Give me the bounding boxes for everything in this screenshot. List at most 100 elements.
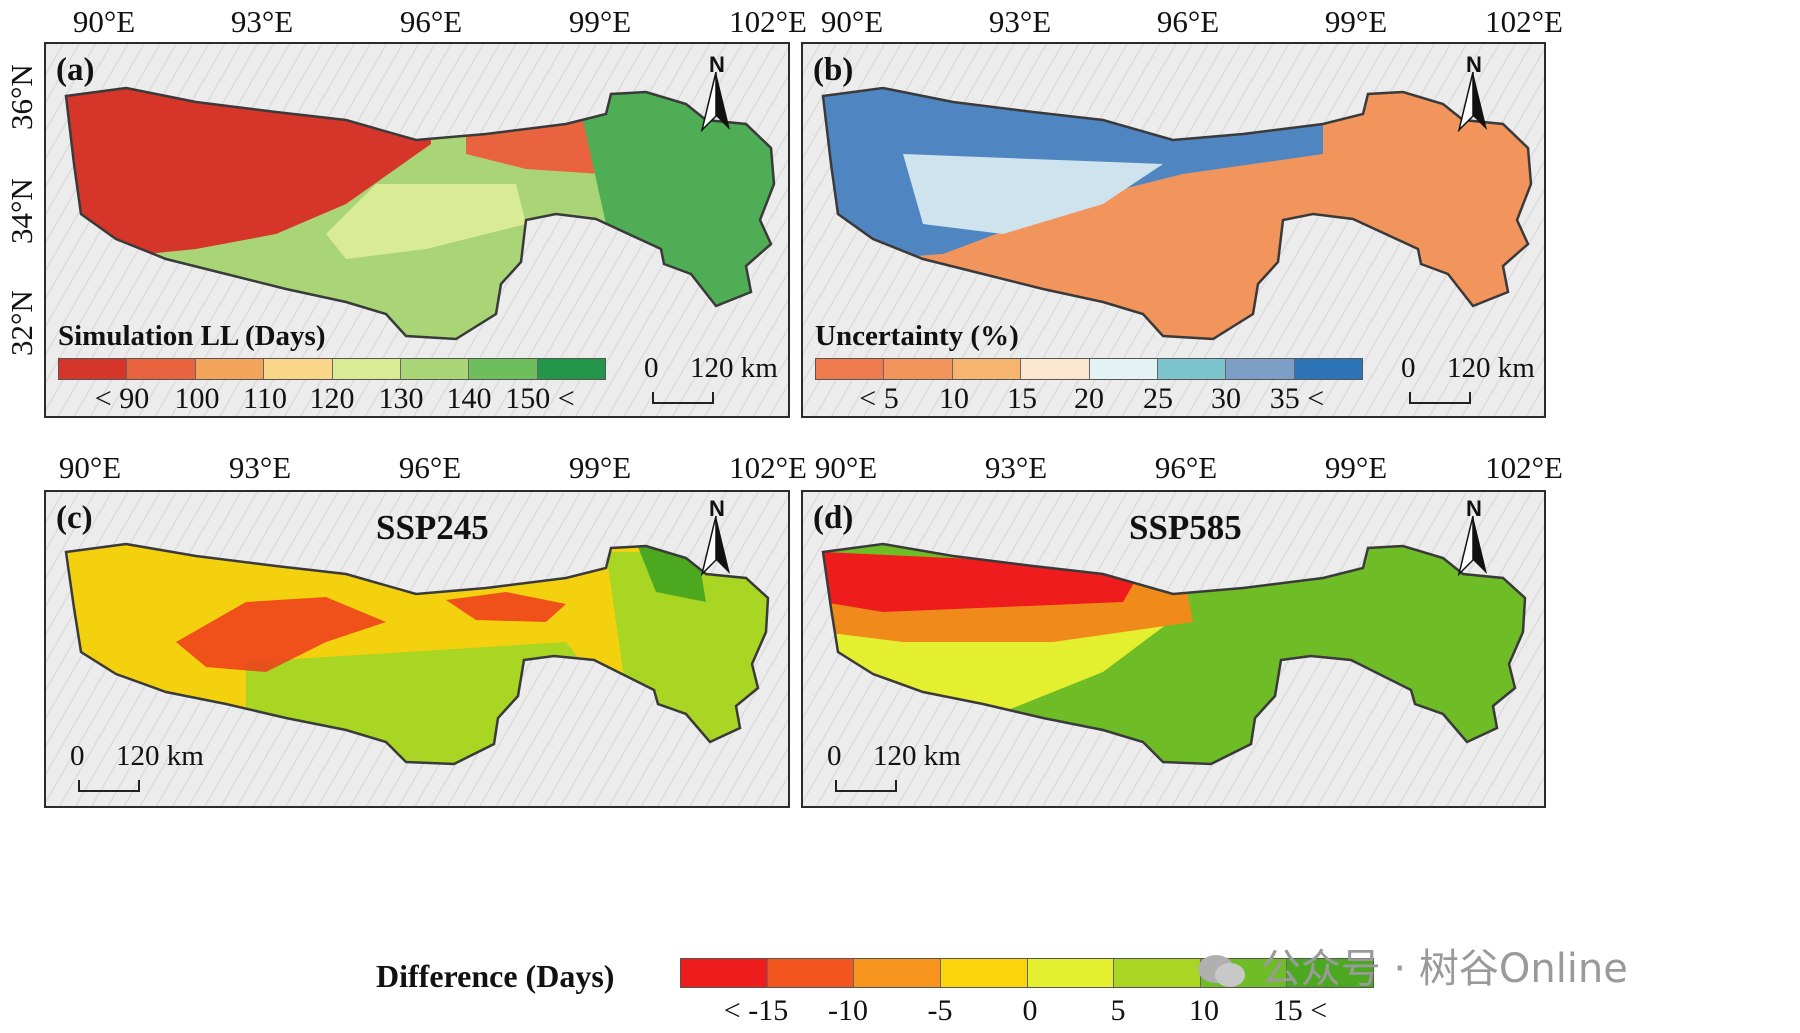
diff-lbl-5: 5 [1110,994,1126,1027]
legend-a-swatch-1 [59,359,128,379]
lon-tick-93: 93°E [228,450,292,485]
scale-b-dist: 120 km [1447,352,1535,384]
lon-tick-90: 90°E [814,450,878,485]
legend-b-lbl-7: 35 < [1269,382,1325,415]
diff-swatch-5 [1027,959,1115,987]
diff-lbl-4: 0 [1022,994,1038,1027]
diff-lbl-6: 10 [1189,994,1219,1027]
scale-b-bar [1409,392,1471,404]
scale-a-bar [652,392,714,404]
lon-tick-99: 99°E [1324,4,1388,39]
legend-b-lbl-4: 20 [1074,382,1104,415]
legend-a-swatch-6 [400,359,470,379]
legend-a-lbl-4: 120 [309,382,355,415]
north-arrow-icon [700,516,730,576]
legend-b-swatch-3 [952,359,1022,379]
lon-tick-90: 90°E [58,450,122,485]
legend-a-lbl-2: 100 [174,382,220,415]
panel-d-map: (d) SSP585 N 0 120 km [801,490,1546,808]
panel-d-terrain [803,492,1544,806]
north-arrow-a: N [696,52,736,132]
scale-c-zero: 0 [70,740,85,772]
panel-c-map: (c) SSP245 N 0 120 km [44,490,790,808]
region-c-green-south [246,642,606,764]
lat-tick-36: 36°N [4,64,39,130]
legend-b-swatch-2 [884,359,953,379]
legend-a-swatch-8 [537,359,605,379]
north-arrow-c: N [696,496,736,576]
diff-swatch-8 [1287,959,1373,987]
scale-c-dist: 120 km [116,740,204,772]
legend-a-lbl-5: 130 [378,382,424,415]
panel-a-label: (a) [56,52,95,88]
region-a-light [326,184,526,259]
lon-tick-90: 90°E [72,4,136,39]
panel-c-label: (c) [56,500,93,536]
legend-a-swatch-4 [264,359,333,379]
north-label-c: N [709,496,725,521]
legend-a-lbl-7: 150 < [505,382,575,415]
north-arrow-icon [1457,72,1487,132]
panel-d-title: SSP585 [1129,508,1242,547]
panel-a-terrain [46,44,788,416]
north-arrow-icon [1457,516,1487,576]
watermark-text: 公众号 · 树谷Online [1260,946,1628,992]
diff-swatch-3 [854,959,941,987]
lon-tick-96: 96°E [398,450,462,485]
legend-a-swatch-7 [469,359,538,379]
scale-a-dist: 120 km [690,352,778,384]
legend-b-lbl-6: 30 [1211,382,1241,415]
lon-tick-99: 99°E [568,4,632,39]
region-b-mix [903,154,1163,234]
lon-tick-96: 96°E [399,4,463,39]
lon-tick-90: 90°E [820,4,884,39]
lon-tick-102: 102°E [1485,4,1563,39]
watermark: 公众号 · 树谷Online [1196,936,1628,994]
legend-b-swatch-4 [1021,359,1090,379]
legend-b-swatch-1 [816,359,885,379]
lon-tick-102: 102°E [1485,450,1563,485]
diff-lbl-3: -5 [927,994,953,1027]
legend-a-bar [58,358,606,380]
region-c-red-1 [176,597,386,672]
region-c-red-2 [446,592,566,622]
north-arrow-d: N [1453,496,1493,576]
legend-a-swatch-2 [127,359,196,379]
legend-a-lbl-6: 140 [446,382,492,415]
lon-tick-96: 96°E [1156,4,1220,39]
legend-b-title: Uncertainty (%) [815,320,1019,352]
diff-swatch-1 [681,959,768,987]
diff-lbl-1: < -15 [723,994,789,1027]
diff-swatch-6 [1114,959,1201,987]
legend-a-title: Simulation LL (Days) [58,320,326,352]
scale-b-zero: 0 [1401,352,1416,384]
legend-a-lbl-1: < 90 [94,382,150,415]
panel-b-terrain [803,44,1544,416]
diff-swatch-2 [767,959,855,987]
north-arrow-b: N [1453,52,1493,132]
lon-tick-102: 102°E [729,450,807,485]
scale-d-bar [835,780,897,792]
north-arrow-icon [700,72,730,132]
panel-b-label: (b) [813,52,854,88]
scale-a-zero: 0 [644,352,659,384]
lon-tick-102: 102°E [729,4,807,39]
north-label-d: N [1466,496,1482,521]
legend-a-swatch-5 [332,359,401,379]
scale-d-dist: 120 km [873,740,961,772]
lat-tick-32: 32°N [4,290,39,356]
diff-lbl-7: 15 < [1272,994,1328,1027]
scale-d-zero: 0 [827,740,842,772]
legend-b-lbl-1: < 5 [859,382,899,415]
legend-b-lbl-3: 15 [1007,382,1037,415]
panel-a-map: (a) N Simulation LL (Days) < 90 100 110 … [44,42,790,418]
legend-a-swatch-3 [195,359,265,379]
panel-d-label: (d) [813,500,854,536]
legend-b-swatch-5 [1089,359,1158,379]
lon-tick-99: 99°E [1324,450,1388,485]
wechat-icon [1196,951,1248,991]
diff-swatch-4 [940,959,1028,987]
lat-tick-34: 34°N [4,178,39,244]
lon-tick-96: 96°E [1154,450,1218,485]
legend-b-swatch-7 [1226,359,1295,379]
